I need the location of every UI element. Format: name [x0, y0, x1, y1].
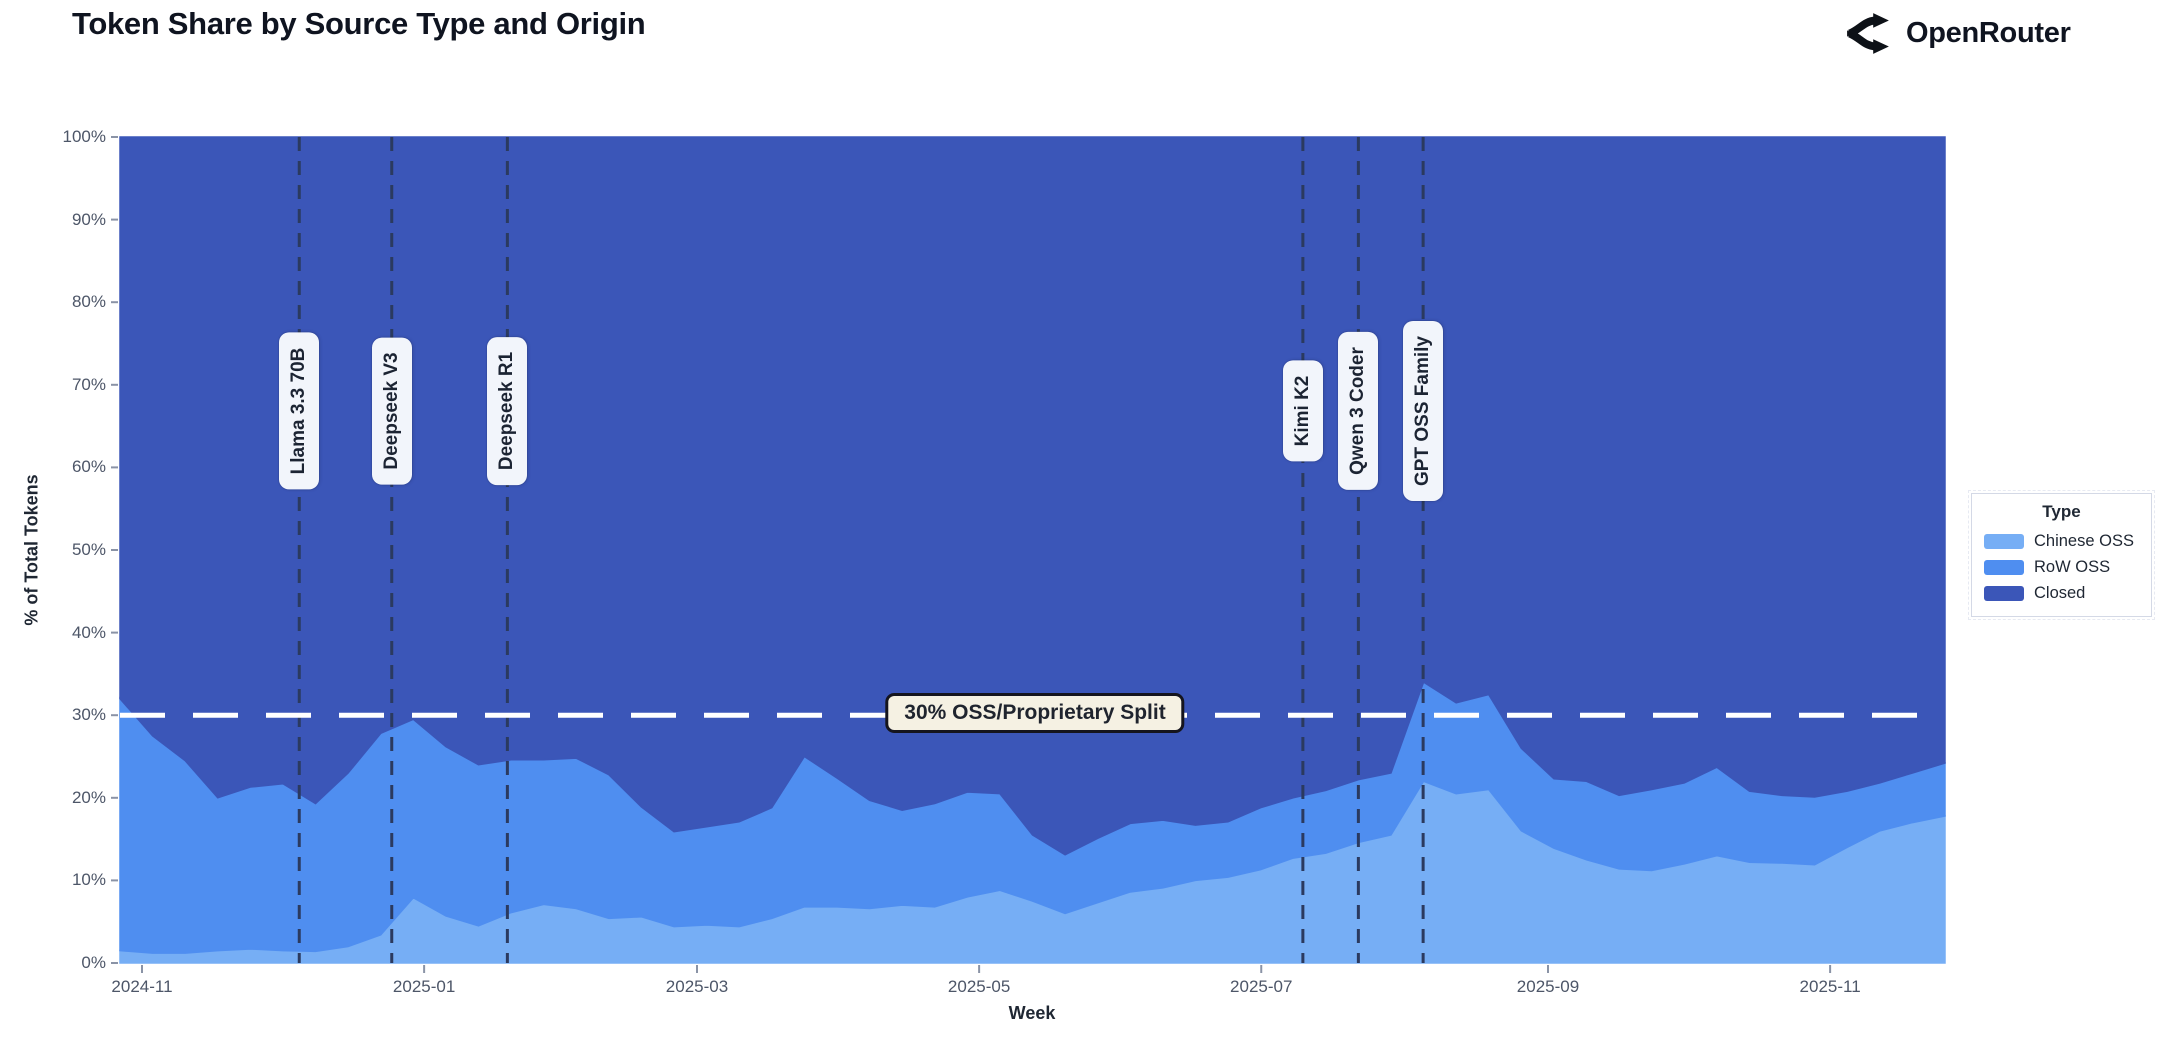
y-tick-label: 70% — [71, 374, 106, 394]
y-tick-label: 90% — [71, 209, 106, 229]
legend-swatch — [1984, 559, 2024, 575]
brand-name: OpenRouter — [1906, 17, 2071, 49]
openrouter-logo-icon — [1847, 13, 1889, 54]
legend-item-label: RoW OSS — [2034, 557, 2111, 576]
legend-swatch — [1984, 585, 2024, 601]
reference-line-label: 30% OSS/Proprietary Split — [885, 693, 1185, 733]
x-tick-label: 2024-11 — [111, 977, 173, 996]
event-annotation: Kimi K2 — [1282, 360, 1323, 462]
legend-title: Type — [2042, 502, 2081, 521]
page-title: Token Share by Source Type and Origin — [72, 6, 646, 41]
legend-item-label: Chinese OSS — [2034, 531, 2134, 550]
brand: OpenRouter — [1845, 10, 2071, 57]
y-tick-label: 40% — [71, 622, 106, 642]
x-tick-label: 2025-09 — [1516, 977, 1580, 996]
y-tick-label: 50% — [71, 540, 106, 559]
y-tick-label: 100% — [62, 127, 106, 146]
legend-item-chinese-oss[interactable]: Chinese OSS — [1984, 528, 2139, 554]
x-tick-label: 2025-11 — [1799, 977, 1861, 996]
event-annotation: Qwen 3 Coder — [1338, 332, 1379, 490]
y-axis-title: % of Total Tokens — [21, 474, 42, 626]
legend-swatch — [1984, 533, 2024, 549]
legend-item-closed[interactable]: Closed — [1984, 580, 2139, 606]
x-axis-title: Week — [1008, 1003, 1056, 1023]
y-tick-label: 0% — [81, 953, 106, 972]
y-tick-label: 80% — [71, 292, 106, 312]
x-tick-label: 2025-05 — [947, 977, 1011, 996]
event-annotation: Deepseek R1 — [487, 336, 528, 486]
event-annotation: Deepseek V3 — [371, 337, 412, 485]
y-tick-label: 10% — [71, 870, 106, 890]
y-tick-label: 20% — [71, 787, 106, 807]
event-annotation: GPT OSS Family — [1403, 321, 1444, 501]
x-tick-label: 2025-01 — [392, 977, 456, 996]
legend-item-label: Closed — [2034, 583, 2086, 602]
y-tick-label: 60% — [71, 457, 106, 477]
event-annotation: Llama 3.3 70B — [279, 332, 320, 490]
series-area-closed — [119, 136, 1946, 856]
y-tick-label: 30% — [71, 705, 106, 725]
x-tick-label: 2025-07 — [1230, 977, 1293, 996]
legend-item-row-oss[interactable]: RoW OSS — [1984, 554, 2139, 580]
legend: Type Chinese OSS RoW OSS Closed — [1968, 490, 2155, 620]
x-tick-label: 2025-03 — [665, 977, 729, 996]
